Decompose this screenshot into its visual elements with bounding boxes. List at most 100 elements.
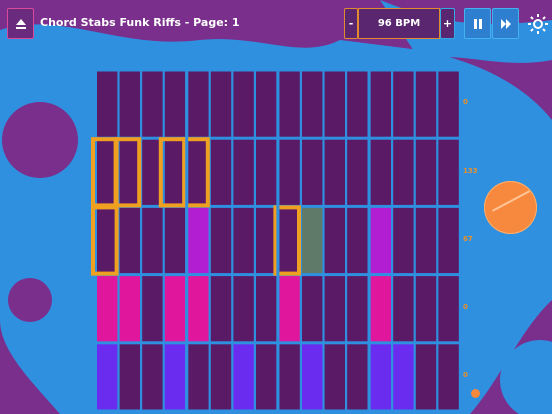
grid-cell[interactable]: [164, 207, 186, 274]
fast-forward-button[interactable]: [492, 8, 519, 39]
grid-cell[interactable]: [415, 139, 437, 205]
grid-cell[interactable]: [233, 276, 254, 342]
grid-cell[interactable]: [233, 139, 254, 205]
bpm-increase-button[interactable]: +: [440, 8, 455, 39]
grid-cell[interactable]: [302, 139, 323, 205]
grid-cell[interactable]: [393, 207, 414, 274]
grid-cell[interactable]: [97, 207, 118, 274]
top-bar: Chord Stabs Funk Riffs - Page: 1 - 96 BP…: [0, 0, 552, 48]
grid-cell[interactable]: [415, 71, 437, 137]
grid-cell[interactable]: [324, 276, 345, 342]
grid-cell[interactable]: [164, 139, 186, 205]
grid-cell[interactable]: [119, 344, 140, 410]
grid-cell[interactable]: [142, 344, 163, 410]
grid-cell-highlight: [113, 137, 142, 208]
grid-cell[interactable]: [188, 344, 209, 410]
grid-cell[interactable]: [279, 344, 300, 410]
eject-icon: [15, 18, 26, 29]
grid-cell[interactable]: [393, 344, 414, 410]
grid-cell[interactable]: [142, 207, 163, 274]
page-title: Chord Stabs Funk Riffs - Page: 1: [40, 16, 240, 29]
row-label-0: 0: [463, 98, 468, 106]
grid-cell[interactable]: [370, 276, 391, 342]
grid-cell[interactable]: [370, 207, 391, 274]
grid-cell[interactable]: [188, 71, 209, 137]
grid-cell[interactable]: [233, 207, 254, 274]
grid-cell[interactable]: [393, 276, 414, 342]
grid-cell[interactable]: [347, 71, 368, 137]
grid-cell[interactable]: [438, 139, 459, 205]
row-label-4: 0: [463, 371, 468, 379]
grid-cell[interactable]: [438, 71, 459, 137]
grid-cell[interactable]: [370, 344, 391, 410]
grid-cell[interactable]: [188, 276, 209, 342]
grid-cell[interactable]: [279, 276, 300, 342]
grid-cell[interactable]: [119, 139, 140, 205]
grid-cell[interactable]: [256, 139, 277, 205]
grid-cell[interactable]: [164, 276, 186, 342]
grid-cell[interactable]: [302, 344, 323, 410]
grid-cell[interactable]: [302, 207, 323, 274]
gear-icon[interactable]: [526, 12, 550, 36]
grid-cell[interactable]: [370, 139, 391, 205]
grid-cell[interactable]: [119, 276, 140, 342]
grid-cell[interactable]: [142, 139, 163, 205]
grid-cell[interactable]: [142, 276, 163, 342]
grid-cell[interactable]: [415, 276, 437, 342]
grid-cell[interactable]: [210, 207, 232, 274]
grid-cell[interactable]: [347, 207, 368, 274]
grid-cell[interactable]: [279, 139, 300, 205]
grid-cell[interactable]: [233, 344, 254, 410]
grid-cell[interactable]: [438, 276, 459, 342]
pause-button[interactable]: [464, 8, 491, 39]
bpm-decrease-button[interactable]: -: [344, 8, 358, 39]
grid-cell[interactable]: [119, 207, 140, 274]
grid-group-divider: [185, 68, 189, 413]
grid-cell[interactable]: [324, 344, 345, 410]
grid-cell[interactable]: [415, 207, 437, 274]
grid-cell[interactable]: [97, 139, 118, 205]
grid-cell[interactable]: [256, 276, 277, 342]
grid-cell[interactable]: [415, 344, 437, 410]
grid-cell[interactable]: [233, 71, 254, 137]
grid-cell[interactable]: [256, 344, 277, 410]
grid-cell[interactable]: [393, 71, 414, 137]
volume-knob[interactable]: [484, 181, 537, 234]
eject-button[interactable]: [7, 8, 34, 39]
grid-cell[interactable]: [347, 276, 368, 342]
grid-cell[interactable]: [279, 71, 300, 137]
grid-cell[interactable]: [164, 71, 186, 137]
playhead-indicator: [471, 389, 480, 398]
grid-cell[interactable]: [370, 71, 391, 137]
grid-cell[interactable]: [438, 344, 459, 410]
grid-cell[interactable]: [393, 139, 414, 205]
grid-cell[interactable]: [97, 71, 118, 137]
grid-group-divider: [367, 68, 371, 413]
grid-cell[interactable]: [210, 344, 232, 410]
grid-cell[interactable]: [210, 139, 232, 205]
grid-cell[interactable]: [279, 207, 300, 274]
grid-cell[interactable]: [256, 71, 277, 137]
grid-cell[interactable]: [324, 139, 345, 205]
grid-cell-highlight: [182, 137, 210, 208]
grid-cell[interactable]: [302, 276, 323, 342]
grid-cell[interactable]: [256, 207, 277, 274]
grid-cell[interactable]: [302, 71, 323, 137]
grid-cell[interactable]: [164, 344, 186, 410]
grid-cell[interactable]: [142, 71, 163, 137]
grid-cell[interactable]: [97, 344, 118, 410]
grid-cell[interactable]: [347, 344, 368, 410]
grid-cell[interactable]: [188, 207, 209, 274]
grid-cell[interactable]: [438, 207, 459, 274]
grid-cell[interactable]: [210, 71, 232, 137]
grid-cell[interactable]: [119, 71, 140, 137]
grid-cell[interactable]: [188, 139, 209, 205]
grid-cell[interactable]: [97, 276, 118, 342]
grid-cell[interactable]: [347, 139, 368, 205]
grid-cell[interactable]: [324, 71, 345, 137]
pause-icon: [473, 18, 482, 29]
grid-cell[interactable]: [324, 207, 345, 274]
bpm-display: 96 BPM: [358, 8, 440, 39]
grid-cell[interactable]: [210, 276, 232, 342]
